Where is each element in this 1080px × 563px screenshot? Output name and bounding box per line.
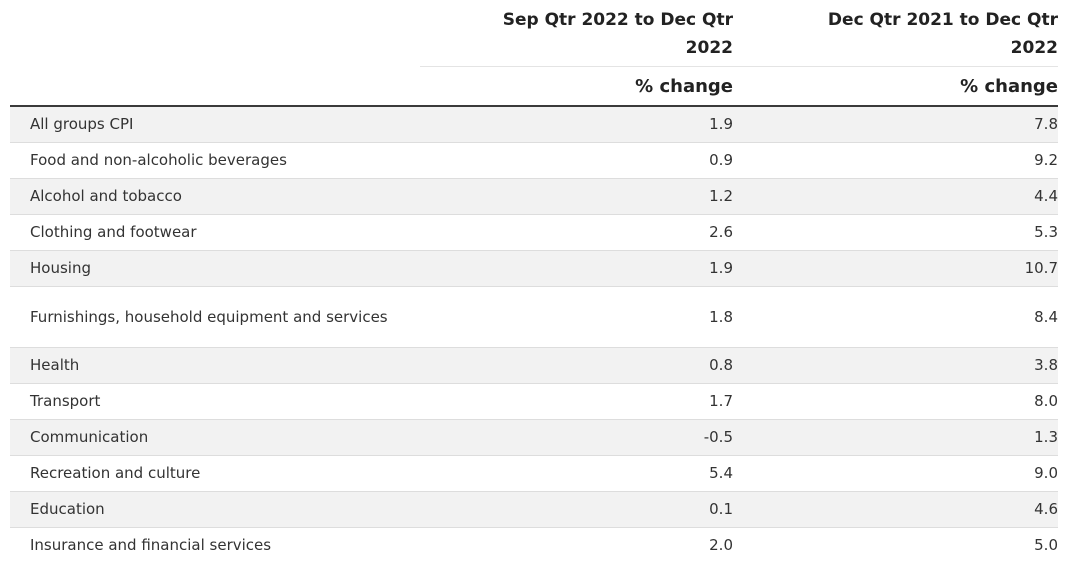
row-quarterly-change: 1.9 <box>420 250 733 287</box>
cpi-table: Sep Qtr 2022 to Dec Qtr 2022 Dec Qtr 202… <box>10 0 1058 563</box>
row-quarterly-change: -0.5 <box>420 419 733 456</box>
row-quarterly-change: 5.4 <box>420 455 733 492</box>
row-annual-change: 4.4 <box>733 178 1058 215</box>
header-annual-unit: % change <box>733 66 1058 107</box>
row-category: All groups CPI <box>10 106 420 143</box>
table-row: Insurance and financial services 2.0 5.0 <box>10 527 1058 563</box>
row-quarterly-change: 0.8 <box>420 347 733 384</box>
header-annual-period: Dec Qtr 2021 to Dec Qtr 2022 <box>733 0 1058 67</box>
row-quarterly-change: 0.1 <box>420 491 733 528</box>
table-row: Transport 1.7 8.0 <box>10 383 1058 420</box>
row-quarterly-change: 1.9 <box>420 106 733 143</box>
row-quarterly-change: 1.7 <box>420 383 733 420</box>
row-annual-change: 5.3 <box>733 214 1058 251</box>
row-category: Food and non-alcoholic beverages <box>10 142 420 179</box>
table-row: Food and non-alcoholic beverages 0.9 9.2 <box>10 142 1058 179</box>
row-annual-change: 7.8 <box>733 106 1058 143</box>
row-category: Transport <box>10 383 420 420</box>
header-blank-cell <box>10 0 420 67</box>
row-annual-change: 4.6 <box>733 491 1058 528</box>
row-category: Furnishings, household equipment and ser… <box>10 286 420 348</box>
row-category: Insurance and financial services <box>10 527 420 563</box>
row-category: Recreation and culture <box>10 455 420 492</box>
row-category: Health <box>10 347 420 384</box>
table-row: Alcohol and tobacco 1.2 4.4 <box>10 178 1058 215</box>
row-annual-change: 9.2 <box>733 142 1058 179</box>
row-annual-change: 8.4 <box>733 286 1058 348</box>
row-annual-change: 5.0 <box>733 527 1058 563</box>
row-category: Education <box>10 491 420 528</box>
header-row-units: % change % change <box>10 66 1058 107</box>
table-row: All groups CPI 1.9 7.8 <box>10 106 1058 143</box>
table-row: Recreation and culture 5.4 9.0 <box>10 455 1058 492</box>
row-quarterly-change: 1.8 <box>420 286 733 348</box>
row-category: Alcohol and tobacco <box>10 178 420 215</box>
row-annual-change: 3.8 <box>733 347 1058 384</box>
row-annual-change: 8.0 <box>733 383 1058 420</box>
table-row: Furnishings, household equipment and ser… <box>10 286 1058 348</box>
row-quarterly-change: 2.0 <box>420 527 733 563</box>
row-quarterly-change: 1.2 <box>420 178 733 215</box>
header-unit-blank-cell <box>10 66 420 107</box>
row-category: Housing <box>10 250 420 287</box>
row-category: Clothing and footwear <box>10 214 420 251</box>
row-annual-change: 1.3 <box>733 419 1058 456</box>
header-quarterly-period: Sep Qtr 2022 to Dec Qtr 2022 <box>420 0 733 67</box>
row-annual-change: 9.0 <box>733 455 1058 492</box>
header-quarterly-unit: % change <box>420 66 733 107</box>
table-header: Sep Qtr 2022 to Dec Qtr 2022 Dec Qtr 202… <box>10 0 1058 107</box>
table-row: Communication -0.5 1.3 <box>10 419 1058 456</box>
table-row: Clothing and footwear 2.6 5.3 <box>10 214 1058 251</box>
row-quarterly-change: 2.6 <box>420 214 733 251</box>
row-category: Communication <box>10 419 420 456</box>
table-row: Education 0.1 4.6 <box>10 491 1058 528</box>
table-row: Housing 1.9 10.7 <box>10 250 1058 287</box>
header-row-periods: Sep Qtr 2022 to Dec Qtr 2022 Dec Qtr 202… <box>10 0 1058 67</box>
table-body: All groups CPI 1.9 7.8 Food and non-alco… <box>10 106 1058 563</box>
row-quarterly-change: 0.9 <box>420 142 733 179</box>
table-row: Health 0.8 3.8 <box>10 347 1058 384</box>
row-annual-change: 10.7 <box>733 250 1058 287</box>
